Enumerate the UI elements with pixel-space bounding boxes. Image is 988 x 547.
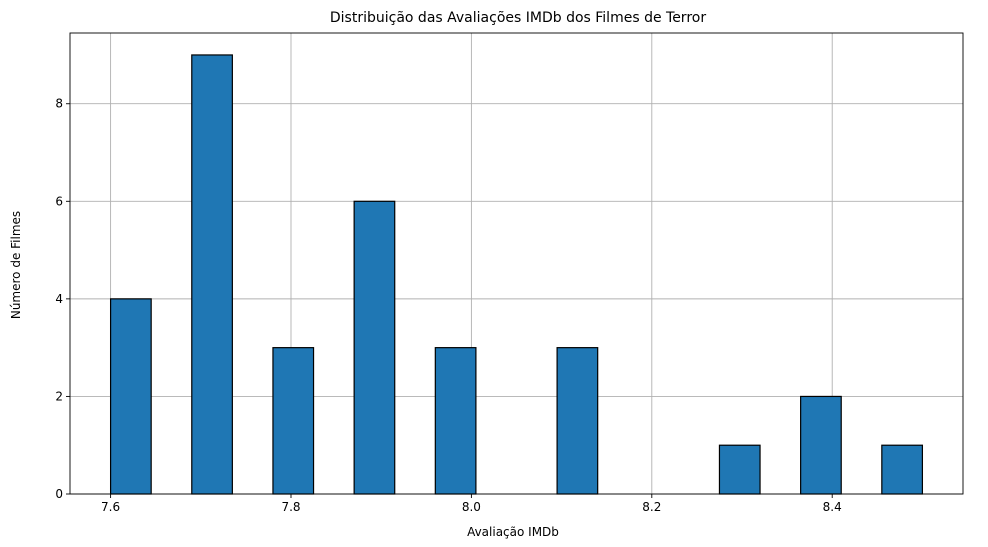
y-tick-label: 8 bbox=[55, 97, 63, 111]
chart-title: Distribuição das Avaliações IMDb dos Fil… bbox=[330, 10, 706, 26]
y-tick-label: 4 bbox=[55, 292, 63, 306]
x-tick-label: 8.4 bbox=[823, 500, 842, 514]
histogram-bar bbox=[556, 347, 599, 495]
axis-ticks: 7.6 7.8 8.0 8.2 8.4 0 2 4 6 8 bbox=[55, 97, 841, 514]
histogram-bar bbox=[109, 298, 152, 495]
x-tick-label: 8.2 bbox=[642, 500, 661, 514]
x-tick-label: 7.8 bbox=[281, 500, 300, 514]
histogram-bar bbox=[434, 347, 477, 495]
histogram-bar bbox=[800, 395, 842, 495]
bars bbox=[109, 54, 924, 495]
histogram-bar bbox=[353, 200, 396, 495]
y-tick-label: 6 bbox=[55, 194, 63, 208]
x-tick-label: 8.0 bbox=[462, 500, 481, 514]
y-tick-label: 2 bbox=[55, 389, 63, 403]
histogram-bar bbox=[272, 347, 315, 495]
histogram-bar bbox=[718, 444, 761, 495]
y-axis-label: Número de Filmes bbox=[9, 211, 23, 319]
histogram-bar bbox=[191, 54, 233, 495]
x-axis-label: Avaliação IMDb bbox=[467, 525, 559, 539]
histogram-bar bbox=[881, 444, 924, 495]
plot-frame bbox=[69, 32, 964, 495]
y-tick-label: 0 bbox=[55, 487, 63, 501]
x-tick-label: 7.6 bbox=[101, 500, 120, 514]
